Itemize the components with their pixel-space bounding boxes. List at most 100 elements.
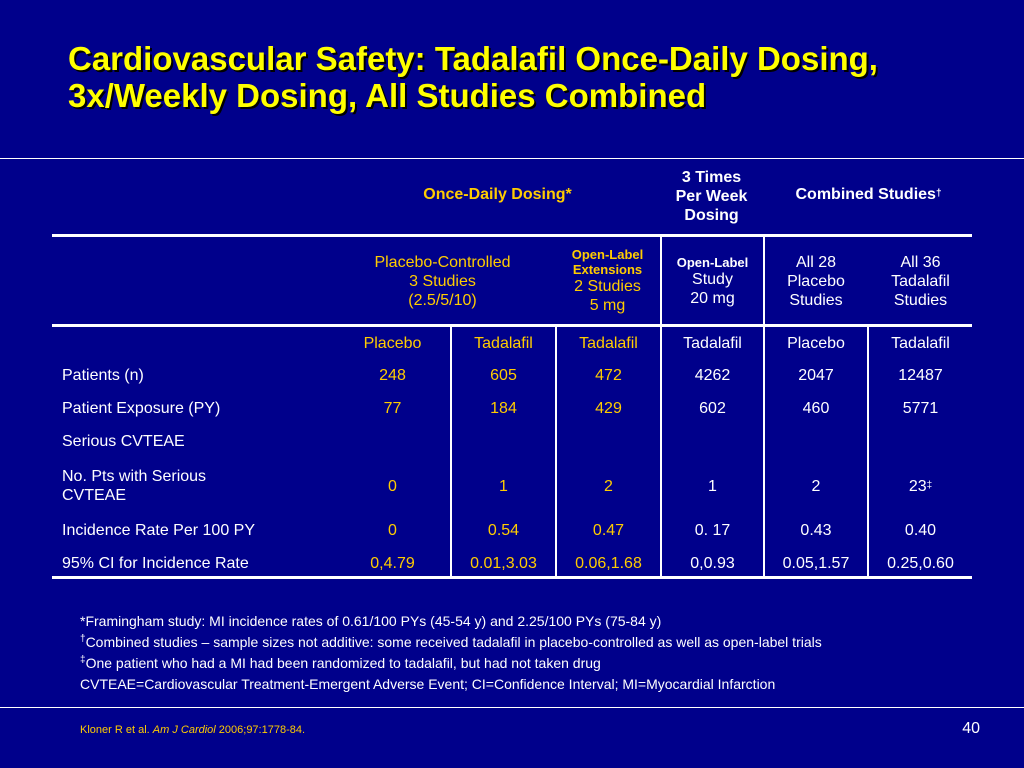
open-label-ext-line4: 5 mg bbox=[589, 297, 626, 314]
cell-patients-2: 605 bbox=[490, 366, 517, 384]
all28-line1: All 28 bbox=[795, 253, 837, 271]
open-label-ext-line2: Extensions bbox=[572, 262, 643, 277]
cell-patients-3: 472 bbox=[595, 366, 622, 384]
cell-incidence-1: 0 bbox=[388, 521, 397, 539]
header-three-times: 3 Times Per Week Dosing bbox=[660, 162, 763, 230]
open-label-ext-line3: 2 Studies bbox=[574, 278, 641, 295]
header-three-times-line2: Per Week bbox=[675, 187, 748, 205]
cell-exposure-3: 429 bbox=[595, 399, 622, 417]
cell-incidence-2: 0.54 bbox=[487, 521, 520, 539]
cell-no-pts-2: 1 bbox=[499, 477, 508, 495]
cell-no-pts-4: 1 bbox=[708, 477, 717, 495]
header-all-28: All 28 Placebo Studies bbox=[765, 240, 867, 322]
footnote-4: CVTEAE=Cardiovascular Treatment-Emergent… bbox=[80, 676, 776, 692]
cell-incidence-5: 0.43 bbox=[800, 521, 832, 539]
citation: Kloner R et al. Am J Cardiol 2006;97:177… bbox=[80, 724, 305, 736]
table-divider-v5 bbox=[660, 327, 662, 576]
cell-no-pts-1: 0 bbox=[388, 477, 397, 495]
cell-no-pts-3: 2 bbox=[604, 477, 613, 495]
table-divider-v7 bbox=[867, 327, 869, 576]
footnote-2: †Combined studies – sample sizes not add… bbox=[80, 632, 1010, 653]
cell-incidence-4: 0. 17 bbox=[694, 521, 731, 539]
cell-exposure-4: 602 bbox=[699, 399, 726, 417]
col-header-5: Placebo bbox=[787, 334, 845, 352]
cell-ci-1: 0,4.79 bbox=[370, 554, 415, 572]
footnotes: *Framingham study: MI incidence rates of… bbox=[80, 611, 1010, 695]
citation-ref: 2006;97:1778-84. bbox=[215, 724, 306, 736]
slide-title: Cardiovascular Safety: Tadalafil Once-Da… bbox=[68, 40, 1008, 114]
all36-line2: Tadalafil bbox=[891, 272, 950, 290]
table-divider-v4 bbox=[555, 327, 557, 576]
row-label-no-pts-line1: No. Pts with Serious bbox=[62, 468, 207, 485]
cell-exposure-1: 77 bbox=[383, 399, 402, 417]
slide-title-line2: 3x/Weekly Dosing, All Studies Combined bbox=[68, 77, 707, 114]
open-label-study-line2: Study bbox=[692, 270, 733, 288]
cell-patients-1: 248 bbox=[379, 366, 406, 384]
header-open-label-study: Open-Label Study 20 mg bbox=[662, 240, 763, 322]
placebo-controlled-line1: Placebo-Controlled bbox=[374, 253, 511, 271]
page-number: 40 bbox=[962, 720, 980, 737]
table-rule-1 bbox=[52, 234, 972, 237]
cell-patients-5: 2047 bbox=[798, 366, 834, 384]
footnote-2-mark: † bbox=[80, 633, 86, 645]
cell-incidence-6: 0.40 bbox=[904, 521, 937, 539]
row-label-no-pts-line2: CVTEAE bbox=[62, 487, 127, 504]
cell-ci-3: 0.06,1.68 bbox=[575, 554, 642, 572]
header-open-label-extensions: Open-Label Extensions 2 Studies 5 mg bbox=[555, 238, 660, 324]
placebo-controlled-line3: (2.5/5/10) bbox=[408, 291, 477, 309]
header-combined: Combined Studies † bbox=[795, 185, 942, 203]
table-divider-v3 bbox=[450, 327, 452, 576]
header-once-daily-label: Once-Daily Dosing* bbox=[423, 185, 572, 203]
header-combined-label: Combined Studies bbox=[795, 185, 936, 203]
table-rule-2 bbox=[52, 324, 972, 327]
table-divider-v1 bbox=[660, 237, 662, 324]
footnote-3-text: One patient who had a MI had been random… bbox=[85, 655, 601, 671]
cell-no-pts-5: 2 bbox=[811, 477, 821, 495]
header-all-36: All 36 Tadalafil Studies bbox=[869, 240, 972, 322]
cell-exposure-2: 184 bbox=[490, 399, 517, 417]
cell-no-pts-6: 23 ‡ bbox=[908, 477, 933, 495]
open-label-study-line3: 20 mg bbox=[690, 289, 735, 307]
slide-title-line1: Cardiovascular Safety: Tadalafil Once-Da… bbox=[68, 40, 878, 77]
header-placebo-controlled: Placebo-Controlled 3 Studies (2.5/5/10) bbox=[335, 242, 550, 320]
citation-journal: Am J Cardiol bbox=[152, 724, 216, 736]
table-divider-v2 bbox=[763, 237, 765, 324]
row-label-serious-cvteae: Serious CVTEAE bbox=[62, 432, 185, 450]
footnote-1: *Framingham study: MI incidence rates of… bbox=[80, 613, 662, 629]
col-header-3: Tadalafil bbox=[579, 334, 638, 352]
top-rule bbox=[0, 158, 1024, 159]
cell-ci-4: 0,0.93 bbox=[690, 554, 735, 572]
col-header-2: Tadalafil bbox=[474, 334, 533, 352]
cell-patients-4: 4262 bbox=[694, 366, 731, 384]
cell-ci-2: 0.01,3.03 bbox=[470, 554, 537, 572]
placebo-controlled-line2: 3 Studies bbox=[409, 272, 476, 290]
open-label-ext-line1: Open-Label bbox=[571, 247, 644, 262]
footnote-2-text: Combined studies – sample sizes not addi… bbox=[85, 634, 822, 650]
col-header-1: Placebo bbox=[363, 334, 422, 352]
cell-incidence-3: 0.47 bbox=[592, 521, 625, 539]
open-label-study-line1: Open-Label bbox=[676, 254, 749, 270]
cell-ci-5: 0.05,1.57 bbox=[782, 554, 850, 572]
citation-authors: Kloner R et al. bbox=[80, 724, 153, 736]
bottom-rule bbox=[0, 707, 1024, 708]
row-label-ci: 95% CI for Incidence Rate bbox=[62, 554, 249, 572]
header-three-times-line1: 3 Times bbox=[681, 168, 742, 186]
footnote-3: ‡One patient who had a MI had been rando… bbox=[80, 653, 1010, 674]
col-header-6: Tadalafil bbox=[891, 334, 950, 352]
row-label-no-pts: No. Pts with Serious CVTEAE bbox=[62, 462, 332, 510]
cell-exposure-6: 5771 bbox=[902, 399, 939, 417]
col-header-4: Tadalafil bbox=[683, 334, 742, 352]
footnote-3-mark: ‡ bbox=[80, 654, 86, 666]
row-label-exposure: Patient Exposure (PY) bbox=[62, 399, 221, 417]
row-label-patients: Patients (n) bbox=[62, 366, 144, 384]
all36-line1: All 36 bbox=[900, 253, 941, 271]
header-three-times-line3: Dosing bbox=[684, 206, 739, 224]
cell-exposure-5: 460 bbox=[802, 399, 830, 417]
all36-line3: Studies bbox=[893, 291, 948, 309]
cell-ci-6: 0.25,0.60 bbox=[887, 554, 954, 572]
table-rule-3 bbox=[52, 576, 972, 579]
row-label-incidence: Incidence Rate Per 100 PY bbox=[62, 521, 256, 539]
cell-no-pts-6-value: 23 bbox=[908, 477, 927, 495]
table-divider-v6 bbox=[763, 327, 765, 576]
all28-line2: Placebo bbox=[787, 272, 845, 290]
